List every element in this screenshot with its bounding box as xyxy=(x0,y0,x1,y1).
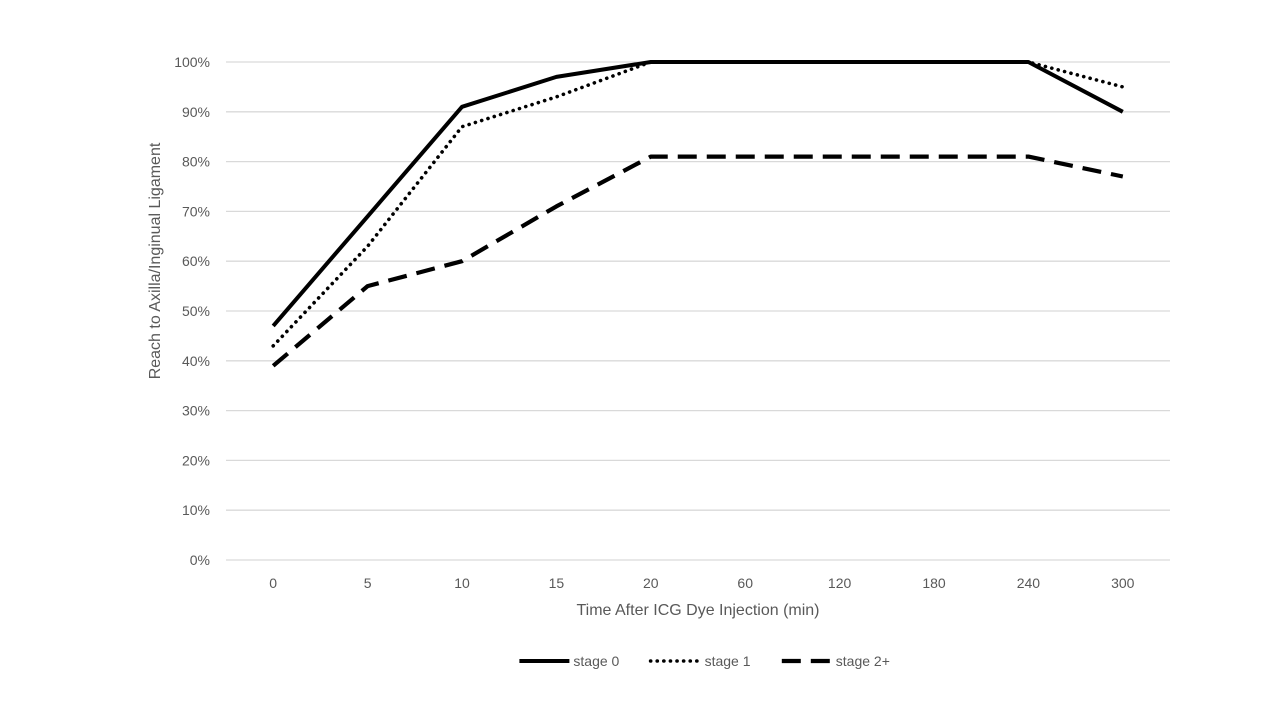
y-tick-label: 50% xyxy=(182,303,210,319)
y-tick-label: 0% xyxy=(190,552,210,568)
legend: stage 0 stage 1 stage 2+ xyxy=(519,653,890,669)
x-tick-label: 240 xyxy=(1017,575,1041,591)
x-axis-ticks: 0 5 10 15 20 60 120 180 240 300 xyxy=(269,575,1134,591)
y-tick-label: 90% xyxy=(182,104,210,120)
x-tick-label: 20 xyxy=(643,575,659,591)
series-line-2 xyxy=(271,60,1125,348)
y-tick-label: 80% xyxy=(182,154,210,170)
x-tick-label: 0 xyxy=(269,575,277,591)
y-tick-label: 100% xyxy=(174,54,210,70)
x-tick-label: 120 xyxy=(828,575,852,591)
x-tick-label: 15 xyxy=(549,575,565,591)
series-line-1 xyxy=(271,60,1124,328)
series-lines xyxy=(271,60,1125,368)
gridlines xyxy=(226,61,1170,561)
x-tick-label: 10 xyxy=(454,575,470,591)
legend-label: stage 0 xyxy=(573,653,619,669)
y-tick-label: 40% xyxy=(182,353,210,369)
y-axis-ticks: 0% 10% 20% 30% 40% 50% 60% 70% 80% 90% 100% xyxy=(174,54,210,568)
x-axis-title: Time After ICG Dye Injection (min) xyxy=(576,602,819,619)
y-axis-title: Reach to Axilla/Inginual Ligament xyxy=(147,142,164,379)
y-tick-label: 20% xyxy=(182,452,210,468)
series-line-3 xyxy=(271,154,1124,368)
y-tick-label: 30% xyxy=(182,403,210,419)
legend-label: stage 1 xyxy=(705,653,751,669)
y-tick-label: 10% xyxy=(182,502,210,518)
x-tick-label: 5 xyxy=(364,575,372,591)
x-tick-label: 180 xyxy=(922,575,946,591)
x-tick-label: 60 xyxy=(737,575,753,591)
x-tick-label: 300 xyxy=(1111,575,1135,591)
y-tick-label: 60% xyxy=(182,253,210,269)
legend-label: stage 2+ xyxy=(836,653,890,669)
y-tick-label: 70% xyxy=(182,203,210,219)
